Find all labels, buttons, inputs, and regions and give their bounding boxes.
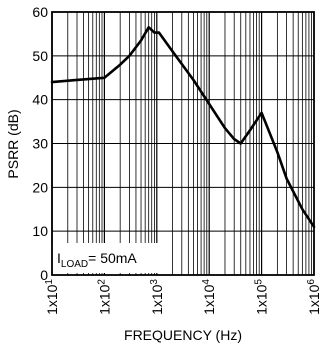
x-tick-label-5: 1x106 bbox=[306, 279, 322, 315]
y-tick-label-6: 60 bbox=[32, 4, 48, 20]
grid bbox=[51, 11, 314, 276]
x-tick-label-4: 1x105 bbox=[254, 279, 270, 315]
y-tick-label-5: 50 bbox=[32, 48, 48, 64]
plot-frame bbox=[51, 11, 315, 276]
y-tick-label-3: 30 bbox=[32, 136, 48, 152]
annotation-box bbox=[52, 243, 164, 273]
annotation-subscript: LOAD bbox=[61, 259, 88, 270]
x-tick-label-2: 1x103 bbox=[149, 279, 165, 315]
x-tick-label-3: 1x104 bbox=[201, 279, 217, 315]
x-tick-labels: 1x101 1x102 1x103 1x104 1x105 1x106 bbox=[44, 279, 322, 315]
x-tick-label-1: 1x102 bbox=[96, 279, 112, 315]
annotation-suffix: = 50mA bbox=[88, 250, 137, 266]
y-tick-labels: 0 10 20 30 40 50 60 bbox=[32, 4, 48, 283]
x-axis-title: FREQUENCY (Hz) bbox=[124, 327, 242, 343]
annotation-prefix: I bbox=[57, 250, 61, 266]
psrr-series-line bbox=[50, 26, 316, 229]
y-tick-label-2: 20 bbox=[32, 179, 48, 195]
y-tick-label-0: 0 bbox=[40, 267, 48, 283]
y-axis-title: PSRR (dB) bbox=[5, 109, 21, 178]
annotation-text: ILOAD= 50mA bbox=[57, 250, 137, 270]
y-tick-label-4: 40 bbox=[32, 92, 48, 108]
x-tick-label-0: 1x101 bbox=[44, 279, 60, 315]
y-tick-label-1: 10 bbox=[32, 223, 48, 239]
